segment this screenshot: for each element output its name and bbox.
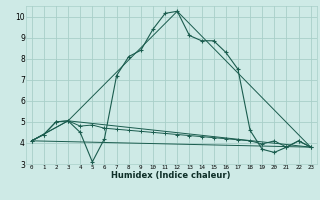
X-axis label: Humidex (Indice chaleur): Humidex (Indice chaleur) <box>111 171 231 180</box>
